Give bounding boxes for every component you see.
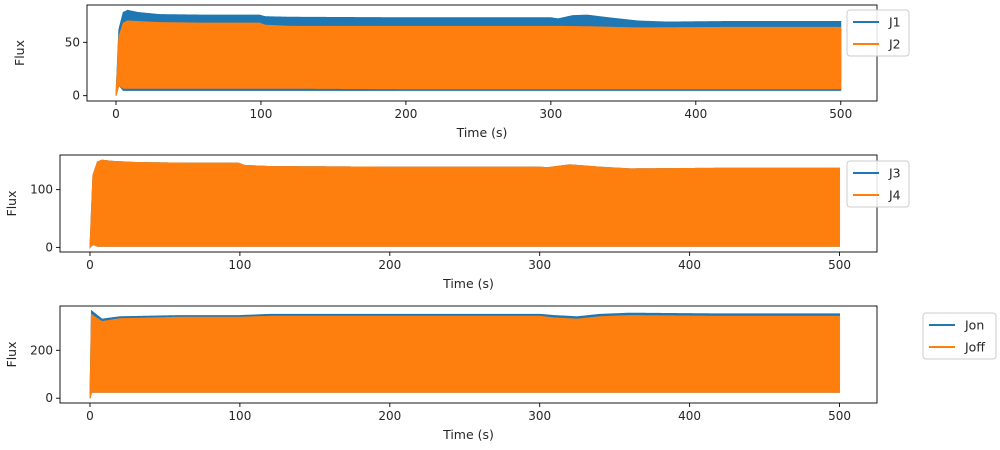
y-tick-label: 0 — [45, 391, 53, 405]
series-Joff — [89, 313, 841, 399]
x-tick-label: 500 — [829, 107, 852, 121]
x-tick-label: 0 — [86, 409, 94, 423]
series-J2 — [115, 20, 842, 96]
y-axis-label: Flux — [12, 40, 27, 66]
x-tick-label: 0 — [112, 107, 120, 121]
x-axis-label: Time (s) — [442, 427, 494, 442]
y-axis-label: Flux — [4, 342, 19, 368]
chart-panel-3: 0 100 200 300 400 500 0 200 Time (s) Flux Jon Joff — [4, 305, 997, 442]
x-tick-label: 300 — [528, 258, 551, 272]
x-tick-label: 200 — [378, 409, 401, 423]
x-axis-label: Time (s) — [442, 276, 494, 291]
x-tick-label: 400 — [678, 258, 701, 272]
x-tick-label: 0 — [86, 258, 94, 272]
x-tick-label: 500 — [828, 409, 851, 423]
x-tick-label: 100 — [228, 258, 251, 272]
x-tick-label: 100 — [249, 107, 272, 121]
series-J4 — [89, 159, 841, 249]
y-tick-label: 0 — [72, 89, 80, 103]
legend-label: J4 — [888, 188, 901, 203]
y-tick-label: 0 — [45, 240, 53, 254]
x-tick-label: 400 — [684, 107, 707, 121]
y-axis-label: Flux — [4, 191, 19, 217]
y-tick-label: 200 — [30, 343, 53, 357]
legend-box — [922, 312, 997, 360]
x-tick-label: 500 — [828, 258, 851, 272]
legend-label: J2 — [888, 37, 901, 52]
legend-label: J1 — [888, 15, 901, 30]
axes-frame — [59, 305, 878, 404]
legend-label: J3 — [888, 166, 901, 181]
x-tick-label: 300 — [528, 409, 551, 423]
legend-label: Jon — [964, 318, 984, 333]
y-tick-label: 50 — [65, 35, 80, 49]
x-tick-label: 400 — [678, 409, 701, 423]
x-tick-label: 300 — [539, 107, 562, 121]
legend: Jon Joff — [922, 312, 997, 360]
y-tick-label: 100 — [30, 183, 53, 197]
x-tick-label: 200 — [378, 258, 401, 272]
legend-label: Joff — [964, 340, 985, 355]
x-tick-label: 200 — [394, 107, 417, 121]
x-tick-label: 100 — [228, 409, 251, 423]
x-axis-label: Time (s) — [456, 125, 508, 140]
